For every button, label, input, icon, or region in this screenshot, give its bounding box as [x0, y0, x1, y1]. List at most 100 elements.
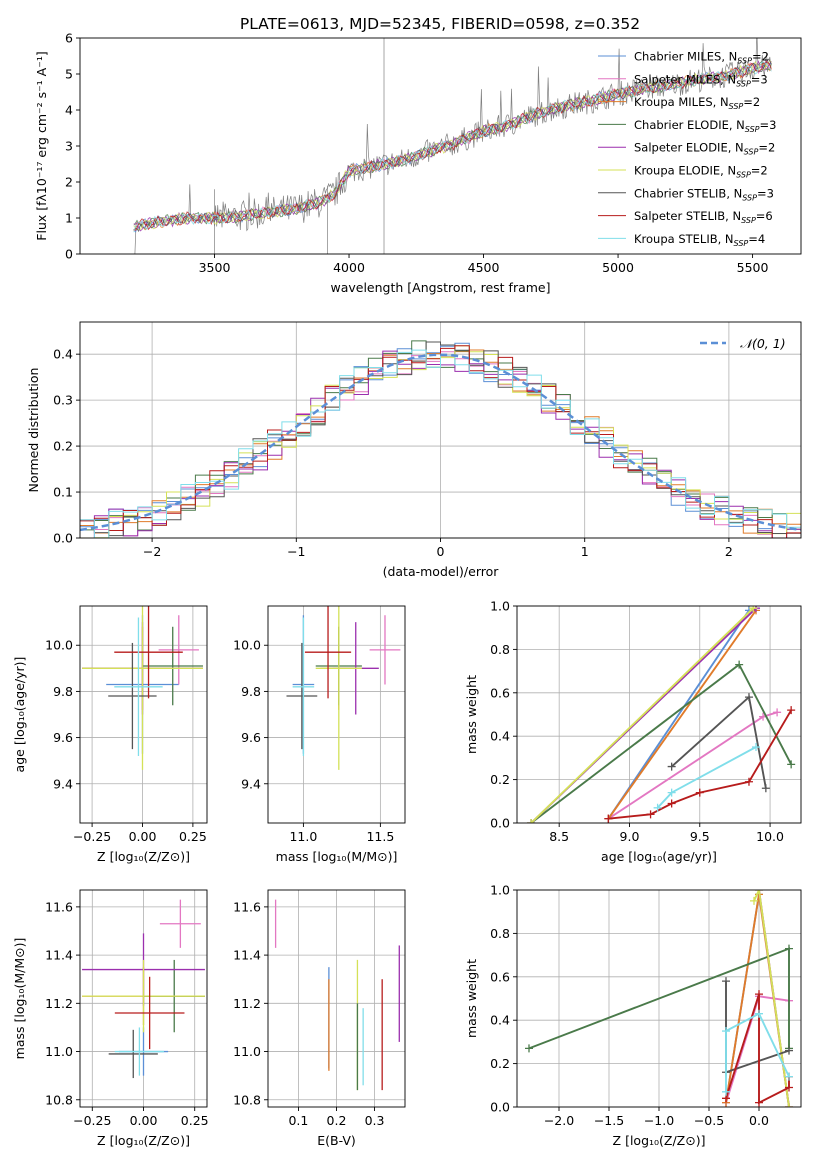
x-tick-label: 0 — [437, 544, 445, 559]
weight-marker — [785, 1083, 793, 1092]
legend-label-main: Kroupa MILES, N — [634, 95, 729, 109]
legend-label-sub: SSP — [734, 239, 749, 248]
legend-label: Salpeter ELODIE, NSSP=2 — [634, 141, 775, 157]
y-tick-label: 11.2 — [233, 996, 261, 1011]
y-axis-label: mass weight — [464, 675, 479, 754]
y-tick-label: 4 — [65, 103, 73, 118]
x-tick-label: 0.3 — [365, 1113, 385, 1128]
x-axis-label: E(B-V) — [317, 1133, 356, 1148]
figure-title: PLATE=0613, MJD=52345, FIBERID=0598, z=0… — [240, 15, 640, 33]
weight-marker — [761, 784, 770, 793]
y-tick-label: 9.8 — [241, 684, 261, 699]
legend-label-suffix: =2 — [752, 50, 769, 64]
x-tick-label: −2 — [143, 544, 161, 559]
weight-marker — [787, 760, 796, 769]
y-tick-label: 6 — [65, 31, 73, 46]
plot-area — [527, 606, 796, 823]
y-tick-label: 0.4 — [490, 1013, 510, 1028]
weight-marker — [735, 660, 744, 669]
weight-marker — [785, 1046, 793, 1055]
x-tick-label: 0.00 — [130, 1113, 158, 1128]
legend-label: Chabrier MILES, NSSP=2 — [634, 50, 769, 66]
x-axis-label: (data-model)/error — [383, 564, 500, 579]
x-tick-label: 8.5 — [549, 829, 569, 844]
y-tick-label: 0.0 — [490, 1100, 510, 1115]
legend-label-suffix: =3 — [760, 118, 777, 132]
x-tick-label: 5500 — [737, 260, 769, 275]
weight-marker — [525, 1044, 533, 1053]
axes-frame — [79, 605, 208, 824]
legend-label: Kroupa STELIB, NSSP=4 — [634, 232, 765, 248]
weight-marker — [744, 777, 753, 786]
y-tick-label: 0.6 — [490, 685, 510, 700]
model-spectrum — [133, 61, 772, 233]
model-spectrum — [133, 59, 772, 231]
weight-marker — [667, 788, 676, 797]
weight-marker — [667, 799, 676, 808]
legend-label-main: Kroupa STELIB, N — [634, 232, 734, 246]
y-tick-label: 10.0 — [45, 638, 73, 653]
weight-marker — [722, 1087, 730, 1096]
residual-histogram — [80, 349, 801, 538]
axes-frame — [79, 37, 802, 255]
legend-label-main: Chabrier STELIB, N — [634, 186, 742, 200]
weight-marker — [722, 1027, 730, 1036]
weight-marker — [755, 890, 763, 894]
x-tick-label: −0.25 — [73, 1113, 111, 1128]
y-tick-label: 9.8 — [53, 684, 73, 699]
legend-label: 𝒩(0, 1) — [740, 336, 786, 351]
weight-marker — [773, 708, 782, 717]
x-tick-label: 11.5 — [366, 829, 394, 844]
y-tick-label: 0.2 — [53, 439, 73, 454]
y-tick-label: 11.4 — [233, 948, 261, 963]
legend-label-sub: SSP — [736, 171, 751, 180]
age-vs-mass-panel: 11.0 11.5 9.4 9.6 9.8 10.0 mass [log₁₀(M/M⊙)] — [233, 605, 406, 864]
weight-marker — [695, 788, 704, 797]
residuals-panel: −2 −1 0 1 2 0.0 0.1 0.2 0.3 0.4 (data-model)/error… — [26, 321, 802, 579]
weight-marker — [785, 944, 793, 953]
weight-marker — [604, 814, 613, 823]
weight-marker — [785, 1103, 793, 1107]
x-tick-label: 0.2 — [327, 1113, 347, 1128]
y-tick-label: 9.4 — [53, 776, 73, 791]
plot-area — [133, 38, 772, 254]
legend-label: Chabrier ELODIE, NSSP=3 — [634, 118, 776, 134]
x-tick-label: 0.25 — [181, 1113, 209, 1128]
x-tick-label: 10.0 — [756, 829, 784, 844]
y-tick-label: 0.0 — [53, 531, 73, 546]
y-tick-label: 5 — [65, 67, 73, 82]
y-tick-label: 10.8 — [45, 1092, 73, 1107]
model-spectrum — [133, 58, 772, 233]
legend-label-suffix: =4 — [748, 232, 765, 246]
weight-marker — [787, 706, 796, 715]
legend-label-suffix: =2 — [758, 141, 775, 155]
x-tick-label: 4500 — [468, 260, 500, 275]
y-tick-label: 11.0 — [45, 1044, 73, 1059]
axes-frame — [516, 605, 802, 824]
plot-area — [525, 890, 793, 1107]
residual-histogram — [80, 341, 801, 537]
axes-frame — [516, 889, 802, 1108]
legend-label-suffix: =3 — [757, 186, 774, 200]
y-tick-label: 0.6 — [490, 969, 510, 984]
weight-marker — [755, 1009, 763, 1018]
weight-line — [607, 711, 778, 820]
x-tick-label: −2.0 — [544, 1113, 574, 1128]
x-axis-label: Z [log₁₀(Z/Z⊙)] — [97, 1133, 190, 1148]
x-tick-label: 9.0 — [620, 829, 640, 844]
legend-label-main: Kroupa ELODIE, N — [634, 164, 736, 178]
y-tick-label: 9.6 — [53, 730, 73, 745]
plot-area — [82, 899, 205, 1079]
x-axis-label: wavelength [Angstrom, rest frame] — [330, 280, 550, 295]
weight-marker — [527, 819, 536, 823]
y-tick-label: 10.8 — [233, 1092, 261, 1107]
y-tick-label: 11.2 — [45, 996, 73, 1011]
y-tick-label: 0.8 — [490, 926, 510, 941]
plot-area — [80, 340, 801, 538]
y-tick-label: 0.4 — [53, 347, 73, 362]
weight-marker — [755, 990, 763, 999]
legend-label: Salpeter STELIB, NSSP=6 — [634, 209, 773, 225]
weight-marker — [750, 896, 758, 905]
legend-label-suffix: =2 — [743, 95, 760, 109]
